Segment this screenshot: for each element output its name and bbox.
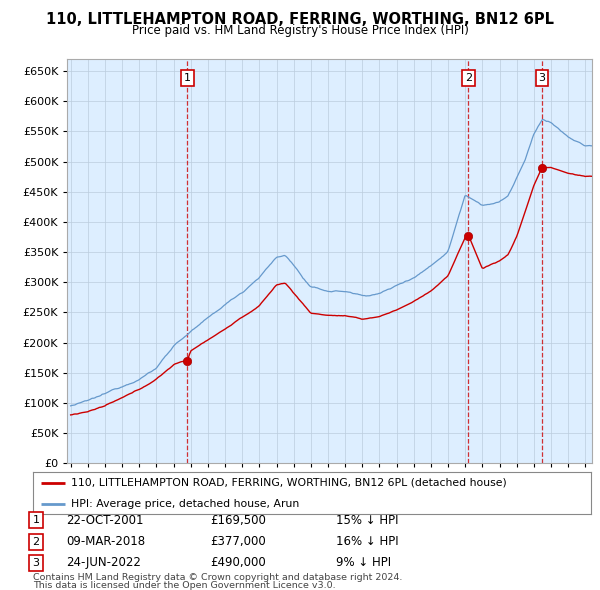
Text: 1: 1: [32, 516, 40, 525]
Text: £169,500: £169,500: [210, 514, 266, 527]
Text: 110, LITTLEHAMPTON ROAD, FERRING, WORTHING, BN12 6PL (detached house): 110, LITTLEHAMPTON ROAD, FERRING, WORTHI…: [71, 478, 506, 487]
Text: 16% ↓ HPI: 16% ↓ HPI: [336, 535, 398, 548]
Text: Contains HM Land Registry data © Crown copyright and database right 2024.: Contains HM Land Registry data © Crown c…: [33, 572, 403, 582]
Text: 09-MAR-2018: 09-MAR-2018: [66, 535, 145, 548]
Text: 110, LITTLEHAMPTON ROAD, FERRING, WORTHING, BN12 6PL: 110, LITTLEHAMPTON ROAD, FERRING, WORTHI…: [46, 12, 554, 27]
Text: 15% ↓ HPI: 15% ↓ HPI: [336, 514, 398, 527]
Text: 22-OCT-2001: 22-OCT-2001: [66, 514, 143, 527]
Text: 3: 3: [32, 558, 40, 568]
Text: Price paid vs. HM Land Registry's House Price Index (HPI): Price paid vs. HM Land Registry's House …: [131, 24, 469, 37]
Text: This data is licensed under the Open Government Licence v3.0.: This data is licensed under the Open Gov…: [33, 581, 335, 590]
Text: £377,000: £377,000: [210, 535, 266, 548]
Text: HPI: Average price, detached house, Arun: HPI: Average price, detached house, Arun: [71, 499, 299, 509]
Text: 1: 1: [184, 73, 191, 83]
Text: £490,000: £490,000: [210, 556, 266, 569]
Text: 3: 3: [539, 73, 545, 83]
Text: 24-JUN-2022: 24-JUN-2022: [66, 556, 141, 569]
Text: 2: 2: [32, 537, 40, 546]
Text: 9% ↓ HPI: 9% ↓ HPI: [336, 556, 391, 569]
Text: 2: 2: [465, 73, 472, 83]
